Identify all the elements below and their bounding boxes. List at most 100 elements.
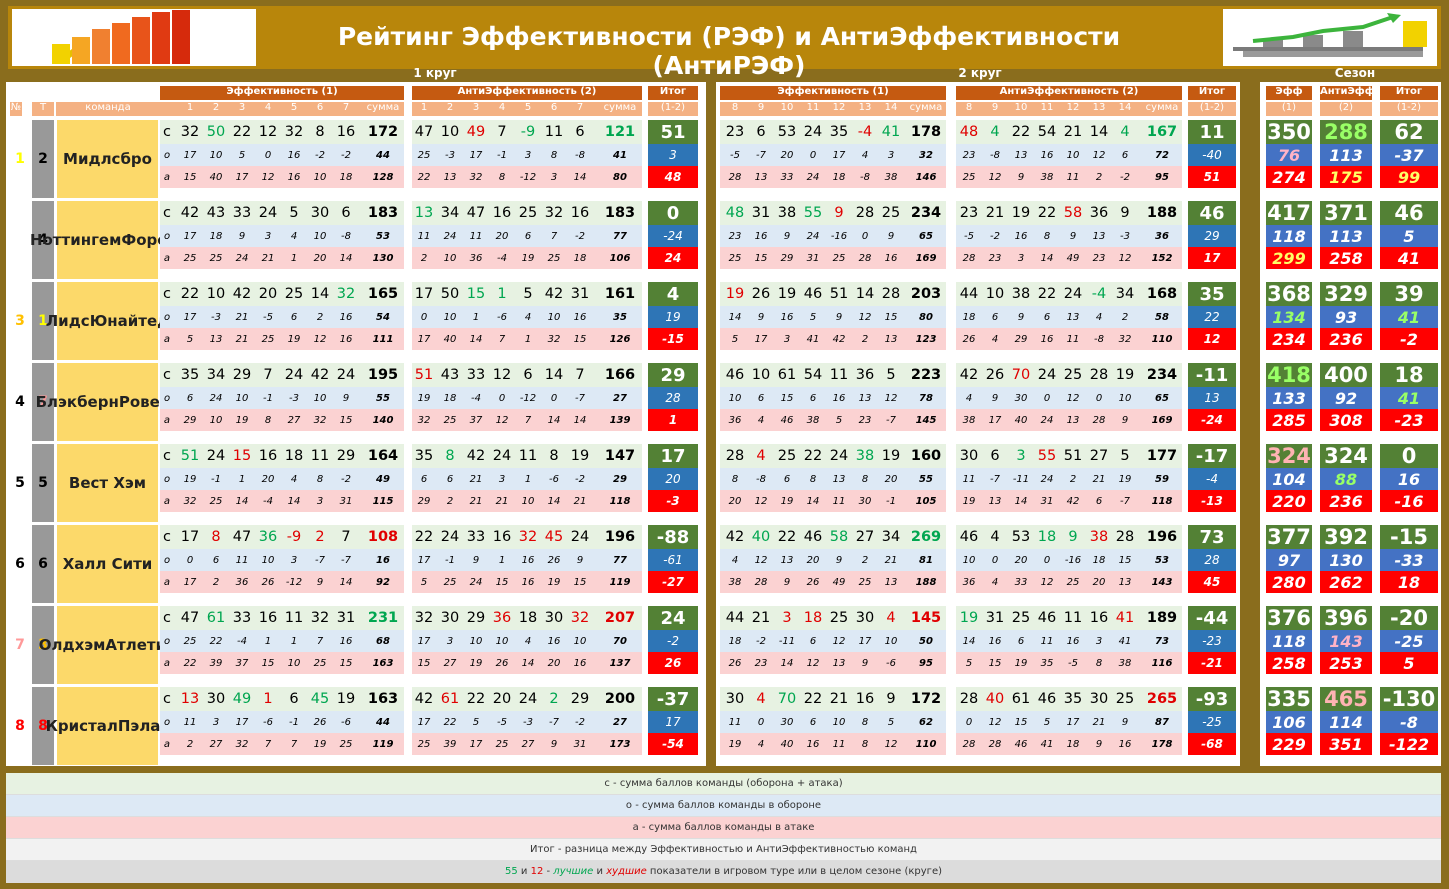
itog-round2: 12 (1188, 328, 1236, 350)
score-cell: 10 (751, 367, 771, 383)
team-name: Лидс Юнайтед (46, 282, 169, 360)
score-cell: 15 (1014, 716, 1028, 728)
score-cell: -5 (964, 230, 974, 242)
score-cell: 24 (1040, 414, 1054, 426)
score-cell: 27 (443, 657, 457, 669)
score-cell: 11 (310, 448, 330, 464)
score-cell: 1 (497, 286, 507, 302)
score-cell: -9 (286, 529, 302, 545)
season-cell: -130 (1380, 687, 1438, 711)
score-cell: 25 (858, 576, 872, 588)
score-cell: 0 (550, 392, 558, 404)
itog-round1: 17 (648, 444, 698, 468)
score-cell: 50 (206, 124, 226, 140)
sum-cell: 145 (915, 414, 937, 426)
score-cell: 28 (881, 286, 901, 302)
score-cell: 21 (495, 495, 509, 507)
score-cell: 5 (886, 367, 896, 383)
row-bg (412, 733, 642, 755)
itog-round2: 13 (1188, 387, 1236, 409)
sum-cell: 53 (1155, 554, 1169, 566)
score-cell: 0 (1095, 392, 1103, 404)
score-cell: -6 (886, 657, 896, 669)
row-label: с (160, 525, 174, 549)
sum-cell: 44 (376, 716, 390, 728)
itog-round2: -25 (1188, 711, 1236, 733)
row-bg (956, 711, 1182, 733)
sum-cell: 118 (609, 495, 631, 507)
score-cell: 14 (310, 286, 330, 302)
score-cell: 32 (235, 738, 249, 750)
score-cell: 2 (861, 333, 869, 345)
score-cell: 24 (518, 691, 538, 707)
score-cell: 28 (754, 576, 768, 588)
score-cell: 21 (469, 495, 483, 507)
season-cell: 220 (1266, 490, 1312, 512)
score-cell: 18 (962, 311, 976, 323)
season-cell: -16 (1380, 490, 1438, 512)
score-cell: 11 (544, 124, 564, 140)
score-cell: 9 (1095, 738, 1103, 750)
score-cell: 9 (1017, 311, 1025, 323)
score-cell: 36 (728, 414, 742, 426)
row-label: о (160, 549, 174, 571)
score-cell: 9 (342, 392, 350, 404)
header-tour-number: 12 (832, 102, 846, 113)
row-bg (174, 606, 404, 630)
season-cell: -23 (1380, 409, 1438, 431)
score-cell: 16 (1040, 333, 1054, 345)
score-cell: 19 (1118, 473, 1132, 485)
score-cell: 13 (180, 691, 200, 707)
season-cell: -25 (1380, 630, 1438, 652)
score-cell: 10 (206, 286, 226, 302)
sum-cell: 95 (1155, 171, 1169, 183)
score-cell: 15 (495, 576, 509, 588)
sum-cell: 166 (604, 367, 636, 383)
header-tour-number: 1 (186, 102, 194, 113)
score-cell: 19 (469, 657, 483, 669)
score-cell: 0 (1043, 392, 1051, 404)
score-cell: 26 (261, 576, 275, 588)
score-cell: 24 (1040, 473, 1054, 485)
itog-round2: -21 (1188, 652, 1236, 674)
score-cell: -7 (549, 716, 559, 728)
legend-best-sample: 55 (505, 866, 518, 877)
score-cell: 41 (1115, 610, 1135, 626)
row-bg (720, 687, 946, 711)
row-bg (720, 571, 946, 593)
score-cell: 17 (469, 738, 483, 750)
score-cell: 5 (523, 286, 533, 302)
score-cell: 3 (550, 171, 558, 183)
row-bg (412, 606, 642, 630)
itog-round2: 22 (1188, 306, 1236, 328)
score-cell: 25 (313, 657, 327, 669)
score-cell: 9 (238, 230, 246, 242)
score-cell: 0 (965, 716, 973, 728)
legend: с - сумма баллов команды (оборона + атак… (6, 773, 1441, 884)
row-bg (412, 525, 642, 549)
row-label: а (160, 733, 174, 755)
sum-cell: 78 (919, 392, 933, 404)
score-cell: 46 (803, 529, 823, 545)
season-cell: 308 (1320, 409, 1372, 431)
score-cell: 9 (861, 657, 869, 669)
score-cell: 3 (498, 473, 506, 485)
score-cell: 28 (858, 252, 872, 264)
score-cell: 29 (466, 610, 486, 626)
score-cell: 13 (1066, 414, 1080, 426)
score-cell: 11 (829, 367, 849, 383)
score-cell: 24 (829, 448, 849, 464)
sum-cell: 168 (1146, 286, 1178, 302)
header-season-itog-sub: (1-2) (1380, 102, 1438, 116)
score-cell: 1 (263, 691, 273, 707)
score-cell: 4 (524, 311, 532, 323)
score-cell: 28 (728, 171, 742, 183)
score-cell: 20 (495, 230, 509, 242)
score-cell: 2 (446, 495, 454, 507)
row-label: о (160, 468, 174, 490)
score-cell: 4 (757, 738, 765, 750)
row-bg (720, 630, 946, 652)
row-bg (174, 468, 404, 490)
score-cell: 17 (417, 333, 431, 345)
score-cell: 8 (861, 738, 869, 750)
